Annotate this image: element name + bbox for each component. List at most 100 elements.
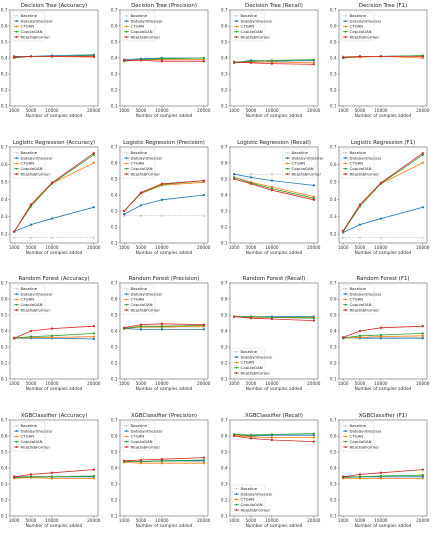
data-point <box>123 209 126 213</box>
legend-label: REaLTabFormer <box>21 34 51 39</box>
y-tick-label: 0.3 <box>221 344 228 349</box>
x-tick-label: 1000 <box>229 518 240 523</box>
subplot-title: Random Forest (F1) <box>356 276 409 282</box>
x-tick-label: 10000 <box>374 245 388 250</box>
y-tick-label: 0.5 <box>330 39 337 44</box>
legend-label: DataSynthesizer <box>131 18 163 23</box>
data-point <box>13 56 16 59</box>
y-tick-label: 0.4 <box>111 192 118 197</box>
legend: BaselineDataSynthesizerCTGANCopulaGANREa… <box>231 484 273 515</box>
legend-label: Baseline <box>350 286 367 291</box>
data-point <box>421 55 424 58</box>
subplot-title: Decision Tree (F1) <box>359 3 407 9</box>
x-tick-label: 20000 <box>307 245 321 250</box>
legend-marker <box>125 446 128 448</box>
legend-marker <box>15 14 18 17</box>
data-point <box>421 153 424 157</box>
y-tick-label: 0.3 <box>330 344 337 349</box>
subplot-title: Decision Tree (Precision) <box>131 3 197 9</box>
y-tick-label: 0.2 <box>1 232 8 237</box>
legend: BaselineDataSynthesizerCTGANCopulaGANREa… <box>340 421 382 452</box>
legend-marker <box>15 167 18 170</box>
series-line <box>234 434 314 439</box>
x-tick-label: 20000 <box>197 518 211 523</box>
y-tick-label: 0.2 <box>111 87 118 92</box>
data-point <box>270 172 274 176</box>
y-tick-label: 0.3 <box>1 344 8 349</box>
y-tick-label: 0.4 <box>330 197 337 202</box>
data-point <box>270 62 274 65</box>
legend-box <box>11 284 46 315</box>
y-tick-label: 0.4 <box>1 465 8 470</box>
data-point <box>160 328 164 331</box>
legend-marker <box>235 25 238 28</box>
x-tick-label: 1000 <box>229 108 240 113</box>
data-point <box>92 153 95 157</box>
x-tick-label: 1000 <box>229 381 240 386</box>
legend-label: CTGAN <box>131 24 145 29</box>
y-tick-label: 0.4 <box>221 328 228 333</box>
x-tick-label: 20000 <box>416 108 430 113</box>
legend-label: REaLTabFormer <box>350 307 380 312</box>
x-tick-label: 1000 <box>229 245 240 250</box>
legend-box <box>231 11 266 42</box>
subplot: Logistic Regression (Recall) 0.1 0.2 0.3 0.4… <box>221 140 324 256</box>
x-tick-label: 20000 <box>197 245 211 250</box>
x-tick-label: 1000 <box>9 381 20 386</box>
x-axis-label: Number of samples added <box>136 113 193 119</box>
data-point <box>160 57 164 60</box>
legend-label: Baseline <box>350 150 367 155</box>
y-tick-label: 0.3 <box>330 481 337 486</box>
legend-label: Baseline <box>350 423 367 428</box>
data-point <box>202 181 205 184</box>
x-tick-label: 5000 <box>355 108 366 113</box>
legend-marker <box>344 446 347 448</box>
data-point <box>233 173 236 176</box>
x-tick-label: 5000 <box>355 518 366 523</box>
data-point <box>202 60 205 63</box>
legend-marker <box>235 20 238 23</box>
y-tick-label: 0.3 <box>330 214 337 219</box>
legend-label: DataSynthesizer <box>21 428 53 433</box>
x-tick-label: 5000 <box>26 518 37 523</box>
data-point <box>421 151 424 155</box>
y-tick-label: 0.3 <box>221 71 228 76</box>
x-tick-label: 5000 <box>136 245 147 250</box>
data-point <box>358 223 362 226</box>
data-point <box>249 437 253 440</box>
series-line <box>343 325 423 338</box>
x-axis-label: Number of samples added <box>136 523 193 529</box>
x-axis-label: Number of samples added <box>26 250 83 256</box>
y-tick-label: 0.3 <box>1 214 8 219</box>
data-point <box>249 61 253 64</box>
y-tick-label: 0.1 <box>1 513 8 518</box>
data-point <box>249 60 253 63</box>
data-point <box>233 433 236 436</box>
x-tick-label: 10000 <box>265 381 279 386</box>
legend-label: Baseline <box>131 13 148 18</box>
series-line <box>234 173 314 186</box>
data-point <box>233 434 236 438</box>
x-tick-label: 5000 <box>136 518 147 523</box>
legend-marker <box>15 151 18 154</box>
legend-label: CTGAN <box>131 297 145 302</box>
y-tick-label: 0.5 <box>111 39 118 44</box>
data-point <box>50 181 54 184</box>
data-point <box>421 161 424 164</box>
legend-marker <box>235 498 238 501</box>
legend-label: REaLTabFormer <box>131 34 161 39</box>
legend-label: DataSynthesizer <box>21 155 53 160</box>
x-tick-label: 1000 <box>9 108 20 113</box>
y-tick-label: 0.2 <box>221 497 228 502</box>
series-line <box>234 178 314 201</box>
legend-marker <box>235 509 238 511</box>
subplot: Decision Tree (Recall) 0.1 0.2 0.3 0.4 0.5 0.6… <box>221 3 321 119</box>
data-point <box>270 436 274 439</box>
data-point <box>160 325 164 328</box>
legend-label: CopulaGAN <box>21 439 43 444</box>
series-line <box>234 177 314 199</box>
x-tick-label: 10000 <box>265 518 279 523</box>
x-tick-label: 20000 <box>87 381 101 386</box>
y-tick-label: 0.3 <box>221 481 228 486</box>
x-tick-label: 10000 <box>45 245 59 250</box>
